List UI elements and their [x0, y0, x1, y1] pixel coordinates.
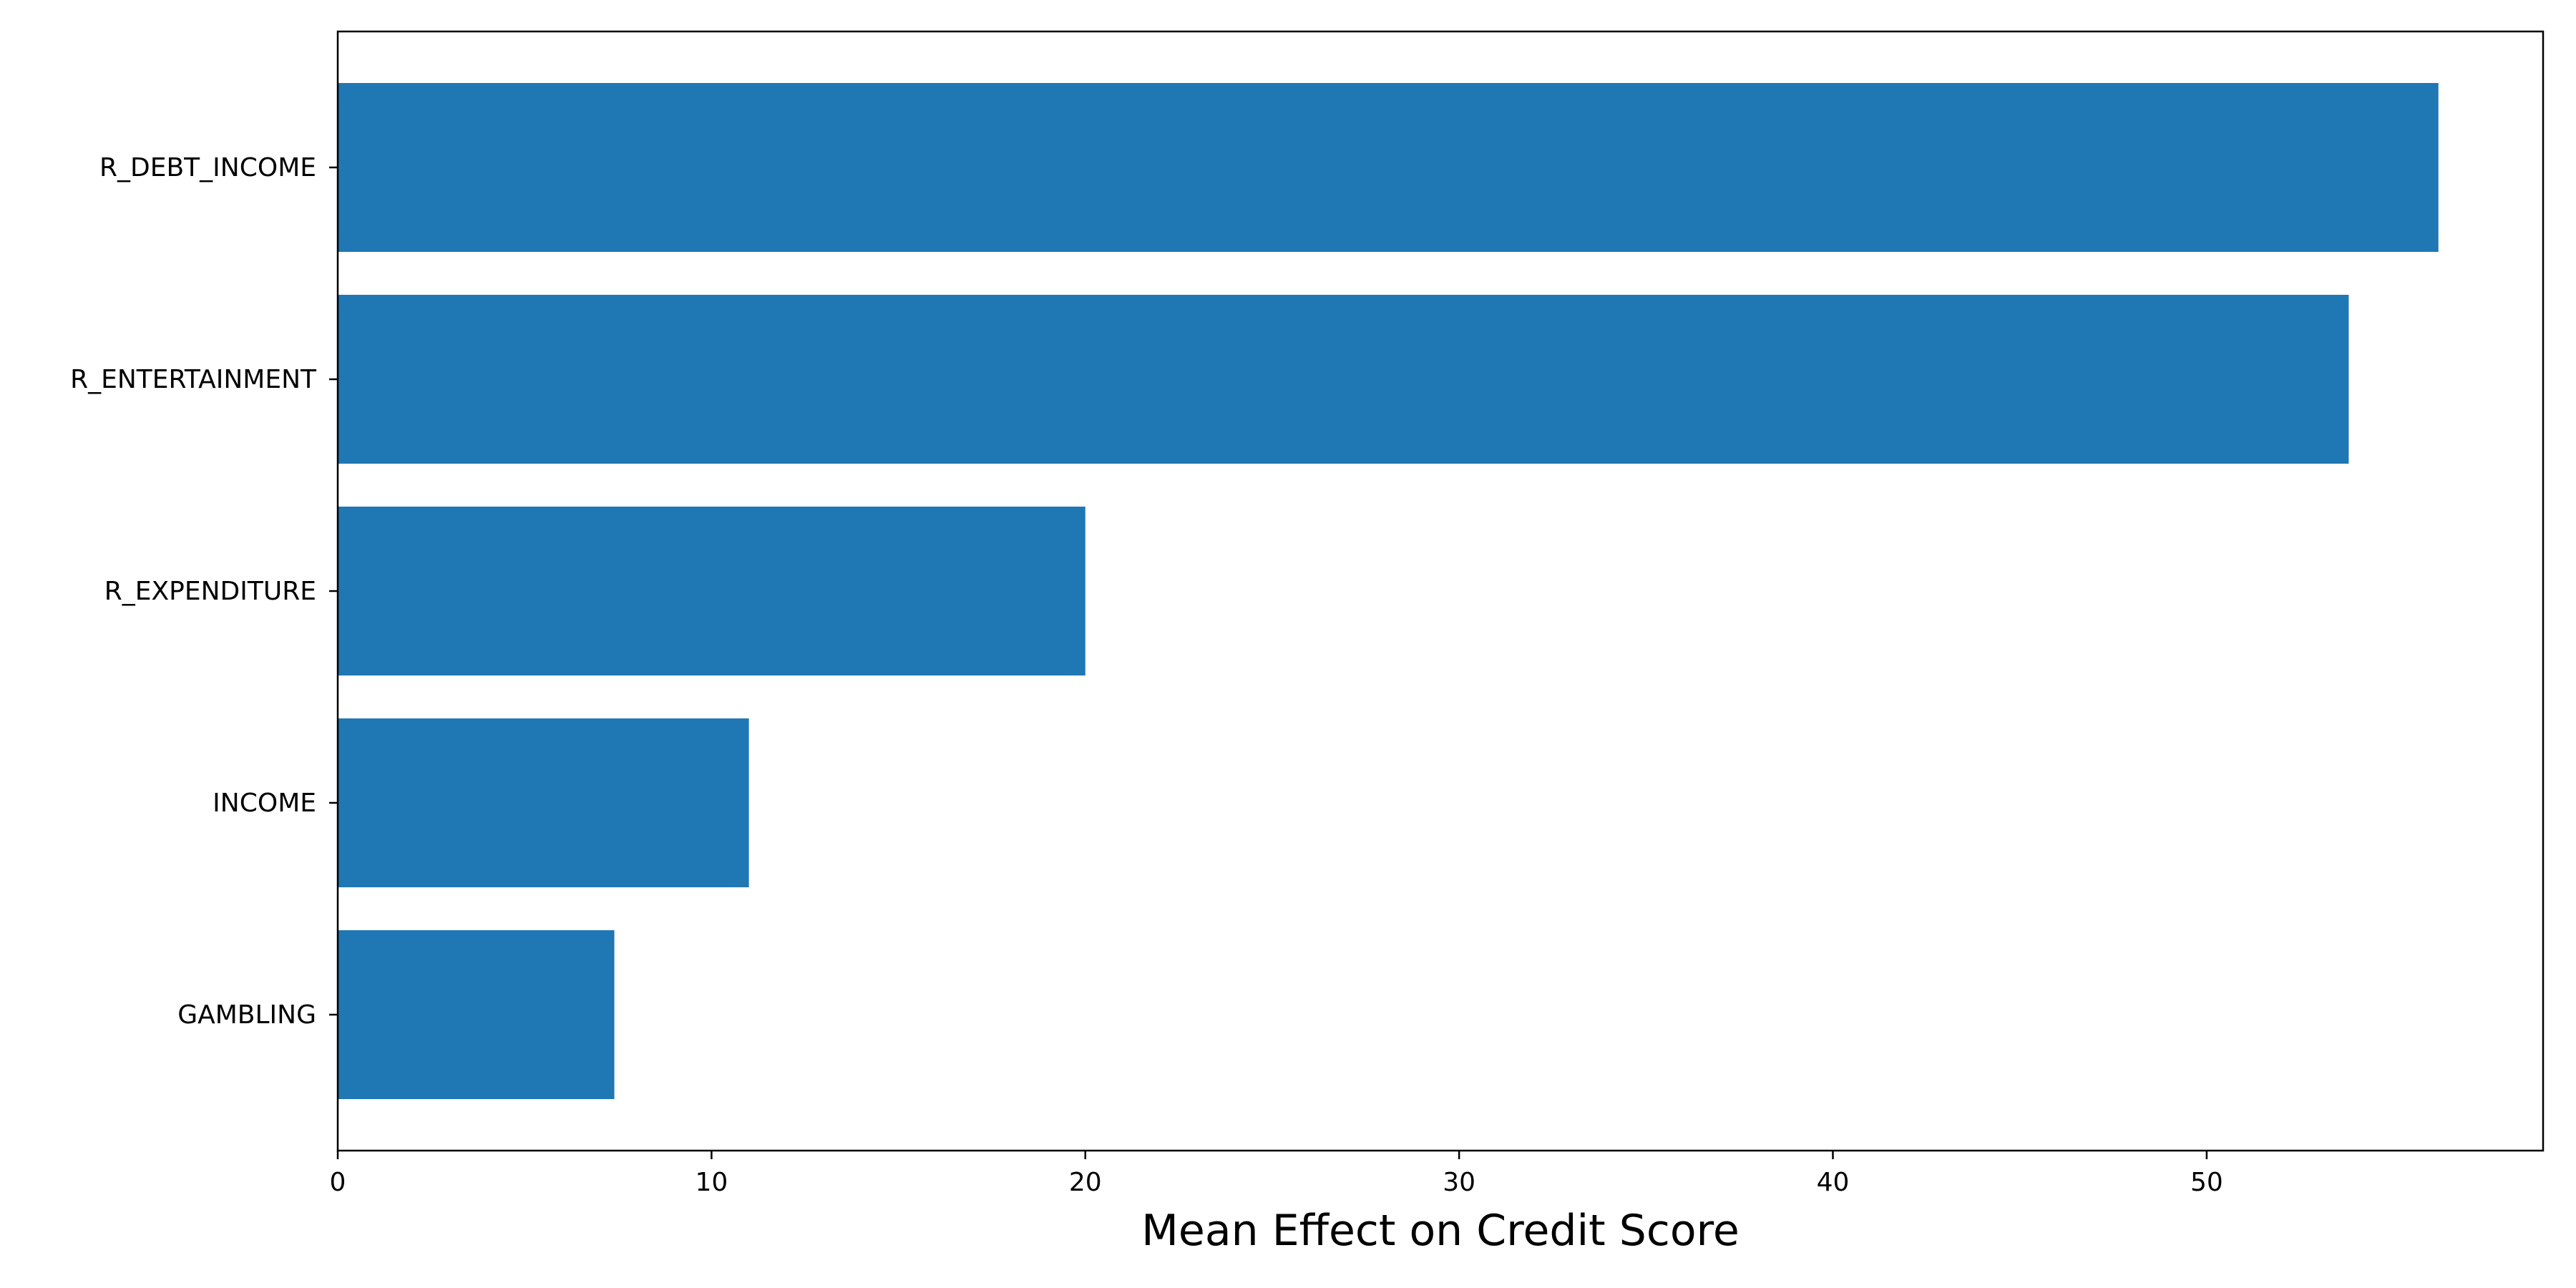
y-axis-ticks: R_DEBT_INCOME R_ENTERTAINMENT R_EXPENDITUR…	[70, 153, 338, 1030]
y-tick-label: R_EXPENDITURE	[104, 577, 316, 606]
x-tick-label: 20	[1069, 1168, 1102, 1197]
y-tick-label: INCOME	[213, 789, 316, 818]
x-tick-label: 40	[1817, 1168, 1850, 1197]
y-tick-label: GAMBLING	[177, 1000, 316, 1030]
x-tick-label: 50	[2190, 1168, 2223, 1197]
x-axis-ticks: 0 10 20 30 40 50	[330, 1151, 2223, 1197]
bar-r-expenditure	[338, 507, 1085, 675]
plot-frame	[336, 30, 2545, 1152]
x-tick-label: 0	[330, 1168, 346, 1197]
y-tick-label: R_DEBT_INCOME	[99, 153, 316, 182]
bars-group	[338, 83, 2439, 1099]
bar-r-debt-income	[338, 83, 2439, 252]
bar-gambling	[338, 930, 615, 1099]
x-tick-label: 30	[1443, 1168, 1475, 1197]
x-tick-label: 10	[695, 1168, 728, 1197]
y-tick-label: R_ENTERTAINMENT	[70, 365, 317, 394]
x-axis-title: Mean Effect on Credit Score	[1141, 1206, 1740, 1256]
bar-income	[338, 718, 749, 887]
bar-r-entertainment	[338, 295, 2349, 464]
